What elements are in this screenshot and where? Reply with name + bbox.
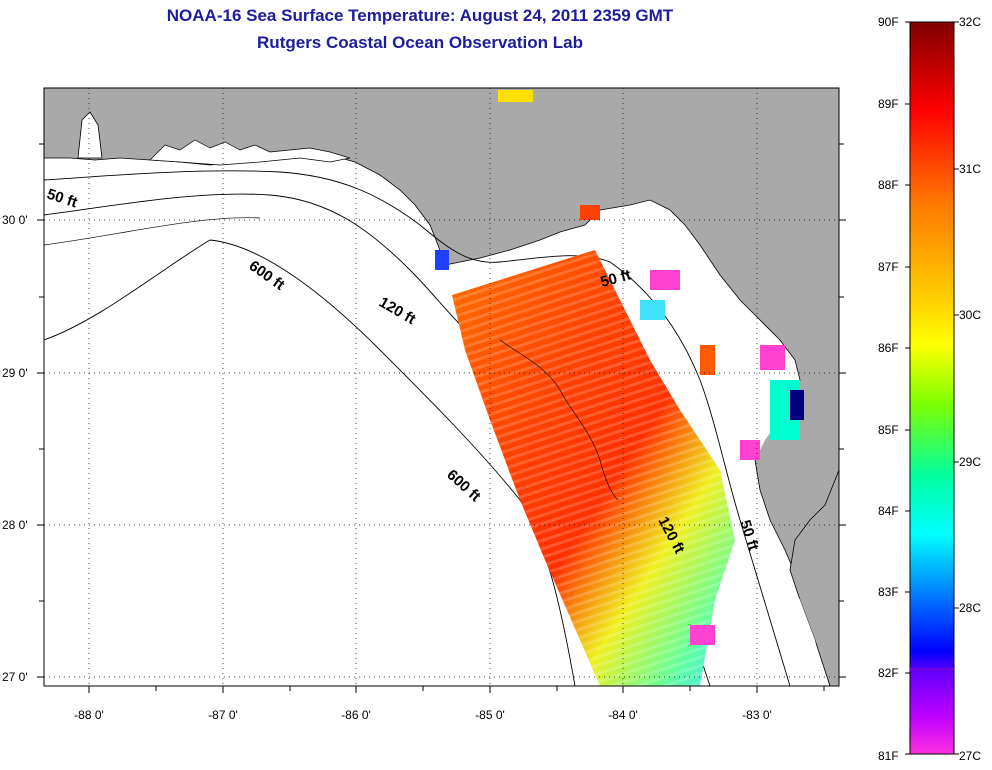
lon-label: -84 0' — [608, 708, 638, 722]
lon-label: -83 0' — [742, 708, 772, 722]
colorbar-f-label: 86F — [878, 341, 899, 355]
colorbar-f-label: 90F — [878, 15, 899, 29]
bay-white — [149, 139, 351, 166]
lat-label: 29 0' — [2, 366, 28, 380]
lon-label: -86 0' — [341, 708, 371, 722]
colorbar-f-label: 84F — [878, 504, 899, 518]
colorbar-c-label: 27C — [959, 749, 981, 763]
colorbar-f-label: 81F — [878, 749, 899, 763]
colorbar-c-label: 28C — [959, 601, 981, 615]
lon-label: -85 0' — [475, 708, 505, 722]
lat-label: 30 0' — [2, 213, 28, 227]
bay-inlet — [77, 111, 103, 159]
sst-coastal-patches — [435, 90, 804, 645]
contour-shelf-edge — [44, 217, 261, 246]
colorbar-c-label: 30C — [959, 308, 981, 322]
tick-marks — [37, 143, 846, 693]
colorbar-f-label: 83F — [878, 585, 899, 599]
colorbar-f-label: 87F — [878, 260, 899, 274]
map-title: NOAA-16 Sea Surface Temperature: August … — [166, 6, 674, 25]
contour-50ft — [44, 170, 791, 686]
lon-label: -87 0' — [208, 708, 238, 722]
colorbar-c-label: 32C — [959, 15, 981, 29]
map-frame — [43, 87, 840, 687]
colorbar-f-label: 89F — [878, 97, 899, 111]
sst-swath — [452, 250, 735, 686]
lat-label: 28 0' — [2, 518, 28, 532]
colorbar-c-label: 29C — [959, 455, 981, 469]
colorbar — [905, 21, 959, 755]
colorbar-f-label: 85F — [878, 423, 899, 437]
lat-label: 27 0' — [2, 670, 28, 684]
map-subtitle: Rutgers Coastal Ocean Observation Lab — [257, 33, 583, 52]
land-peninsula — [789, 469, 839, 686]
colorbar-f-label: 88F — [878, 178, 899, 192]
colorbar-c-label: 31C — [959, 162, 981, 176]
colorbar-f-label: 82F — [878, 666, 899, 680]
lon-label: -88 0' — [74, 708, 104, 722]
